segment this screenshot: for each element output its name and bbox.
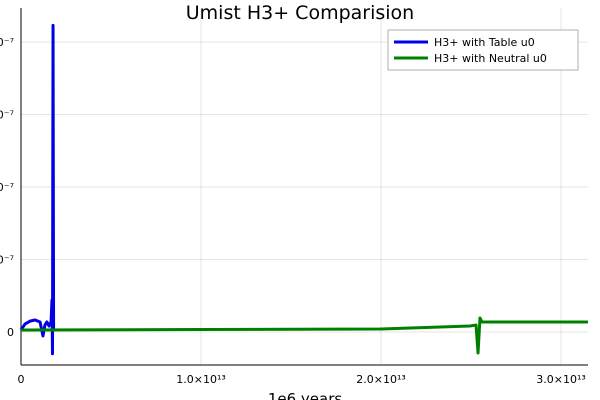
y-tick-label: 2.0×10⁻⁷	[0, 181, 14, 194]
legend-label: H3+ with Neutral u0	[434, 52, 547, 65]
x-axis-label: 1e6 years	[268, 390, 343, 400]
x-tick-label: 1.0×10¹³	[176, 373, 226, 386]
line-series	[20, 316, 588, 355]
line-series	[19, 23, 56, 356]
y-tick-label: 3.0×10⁻⁷	[0, 109, 14, 122]
y-tick-label: 4.0×10⁻⁷	[0, 36, 14, 49]
legend-label: H3+ with Table u0	[434, 36, 535, 49]
chart-title: Umist H3+ Comparision	[186, 2, 414, 24]
y-tick-label: 0	[7, 326, 14, 339]
x-tick-label: 0	[18, 373, 25, 386]
y-tick-label: 1.0×10⁻⁷	[0, 254, 14, 267]
x-tick-label: 2.0×10¹³	[356, 373, 406, 386]
x-tick-label: 3.0×10¹³	[536, 373, 586, 386]
legend-box	[387, 29, 579, 71]
